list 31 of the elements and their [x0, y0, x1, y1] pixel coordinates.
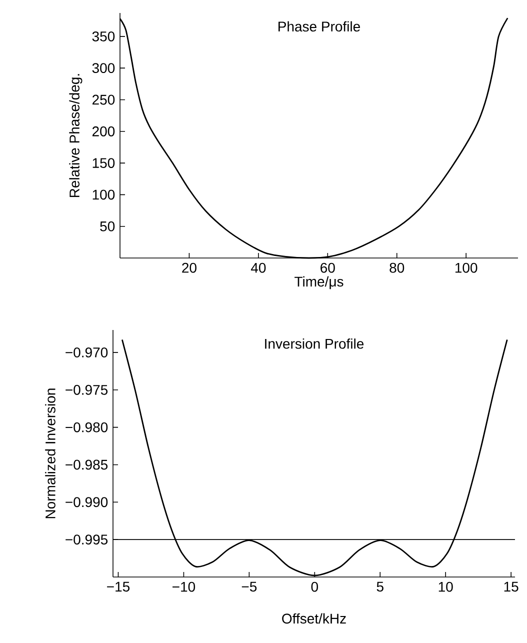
y-axis-title: Normalized Inversion	[45, 388, 56, 518]
x-tick-label: 20	[182, 262, 196, 273]
y-tick-label: −0.985	[66, 460, 108, 470]
chart-title: Phase Profile	[278, 21, 360, 32]
y-tick-label: −0.990	[66, 497, 108, 508]
y-tick-label: 150	[92, 158, 115, 168]
x-tick-label: 80	[390, 262, 404, 273]
x-axis-title: Offset/kHz	[282, 613, 346, 624]
x-axis-title: Time/μs	[294, 276, 344, 290]
x-tick-label: −10	[172, 582, 196, 592]
y-tick-label: 100	[92, 190, 115, 200]
x-tick-label: 40	[250, 262, 266, 273]
y-tick-label: 200	[92, 126, 115, 136]
x-tick-label: 5	[376, 582, 384, 592]
y-tick-label: 50	[100, 221, 115, 232]
y-tick-label: −0.975	[66, 384, 108, 395]
y-tick-label: −0.995	[66, 534, 108, 545]
x-tick-label: −15	[107, 582, 130, 592]
y-tick-label: −0.970	[66, 347, 108, 358]
x-tick-label: 0	[311, 582, 318, 592]
x-tick-label: 100	[455, 262, 478, 273]
y-tick-label: 350	[92, 31, 115, 42]
y-tick-label: 300	[92, 63, 115, 74]
x-tick-label: 15	[504, 582, 518, 592]
y-axis-title: Relative Phase/deg.	[69, 74, 82, 198]
x-tick-label: 60	[320, 262, 335, 273]
chart-title: Inversion Profile	[265, 338, 364, 349]
x-tick-label: −5	[242, 582, 257, 592]
y-tick-label: −0.980	[66, 422, 108, 432]
x-tick-label: 10	[438, 582, 453, 592]
y-tick-label: 250	[92, 94, 115, 105]
